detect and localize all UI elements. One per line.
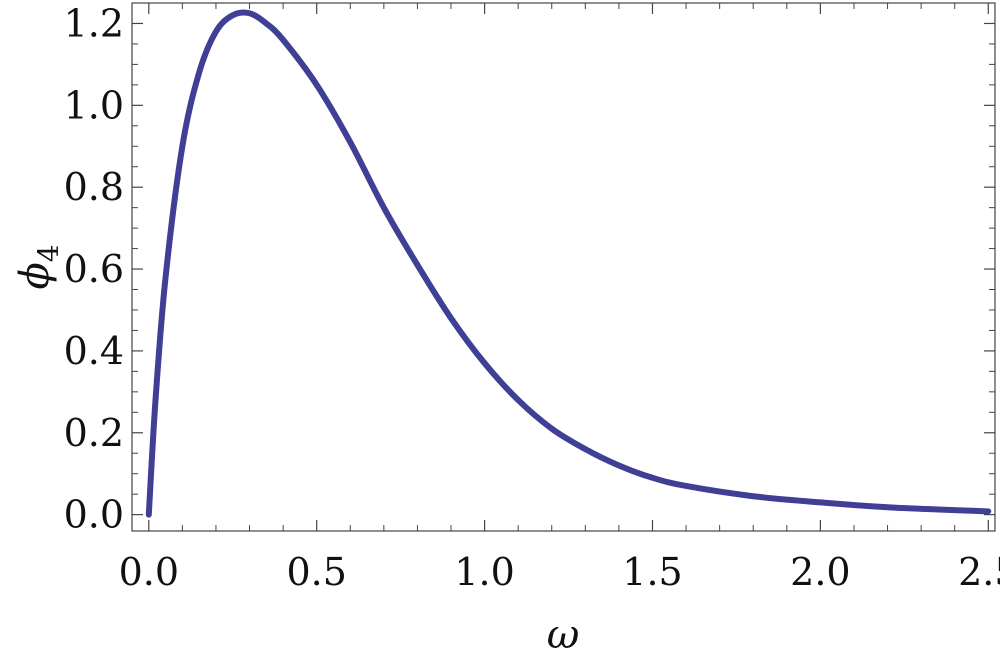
y-tick-label: 0.6 xyxy=(64,247,124,291)
y-axis-title-main: ϕ xyxy=(12,262,58,289)
y-tick-labels: 0.0 0.2 0.4 0.6 0.8 1.0 1.2 xyxy=(64,1,124,536)
x-tick-label: 1.0 xyxy=(454,550,514,594)
tick-marks xyxy=(132,3,995,531)
x-tick-labels: 0.0 0.5 1.0 1.5 2.0 2.5 xyxy=(119,550,1000,594)
plot-frame xyxy=(131,2,996,532)
y-axis-title: ϕ4 xyxy=(12,244,65,289)
y-tick-label: 0.0 xyxy=(64,493,124,537)
x-axis-title: ω xyxy=(547,612,580,658)
y-tick-label: 1.2 xyxy=(64,1,124,45)
x-tick-label: 2.5 xyxy=(958,550,1000,594)
x-tick-label: 2.0 xyxy=(790,550,850,594)
y-tick-label: 0.2 xyxy=(64,411,124,455)
y-tick-label: 0.8 xyxy=(64,165,124,209)
x-tick-label: 0.0 xyxy=(119,550,179,594)
y-axis-title-subscript: 4 xyxy=(32,244,65,262)
y-tick-label: 0.4 xyxy=(64,329,124,373)
y-tick-label: 1.0 xyxy=(64,83,124,127)
x-tick-label: 0.5 xyxy=(286,550,346,594)
series-line xyxy=(145,9,992,518)
svg-text:ϕ4: ϕ4 xyxy=(12,244,65,289)
series-layer xyxy=(145,9,992,518)
x-tick-label: 1.5 xyxy=(622,550,682,594)
